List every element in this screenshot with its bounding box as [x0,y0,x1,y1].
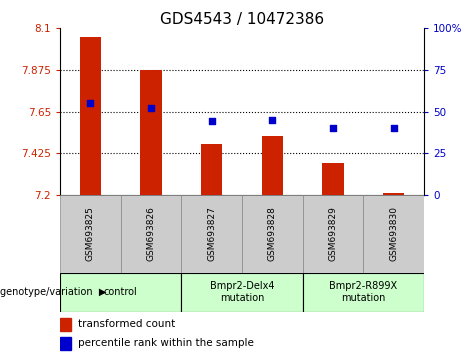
Text: Bmpr2-Delx4
mutation: Bmpr2-Delx4 mutation [210,281,274,303]
Bar [60,195,121,273]
Point [87,100,94,106]
Bar [80,37,101,195]
Bar [303,273,424,312]
Text: genotype/variation  ▶: genotype/variation ▶ [0,287,106,297]
Title: GDS4543 / 10472386: GDS4543 / 10472386 [160,12,324,27]
Bar [181,195,242,273]
Text: GSM693826: GSM693826 [147,206,155,261]
Bar [60,337,71,350]
Bar [322,163,344,195]
Text: GSM693828: GSM693828 [268,206,277,261]
Bar [303,195,363,273]
Bar [181,273,303,312]
Point [390,125,397,131]
Point [269,117,276,122]
Bar [60,273,181,312]
Bar [363,195,424,273]
Text: transformed count: transformed count [78,319,175,329]
Bar [242,195,303,273]
Bar [140,70,162,195]
Bar [121,195,181,273]
Text: Bmpr2-R899X
mutation: Bmpr2-R899X mutation [329,281,397,303]
Point [329,125,337,131]
Point [148,105,155,111]
Bar [383,193,404,195]
Text: GSM693827: GSM693827 [207,206,216,261]
Bar [201,144,222,195]
Bar [60,318,71,331]
Text: control: control [104,287,137,297]
Text: GSM693830: GSM693830 [389,206,398,261]
Bar [262,136,283,195]
Text: GSM693829: GSM693829 [329,206,337,261]
Point [208,119,215,124]
Text: percentile rank within the sample: percentile rank within the sample [78,338,254,348]
Text: GSM693825: GSM693825 [86,206,95,261]
